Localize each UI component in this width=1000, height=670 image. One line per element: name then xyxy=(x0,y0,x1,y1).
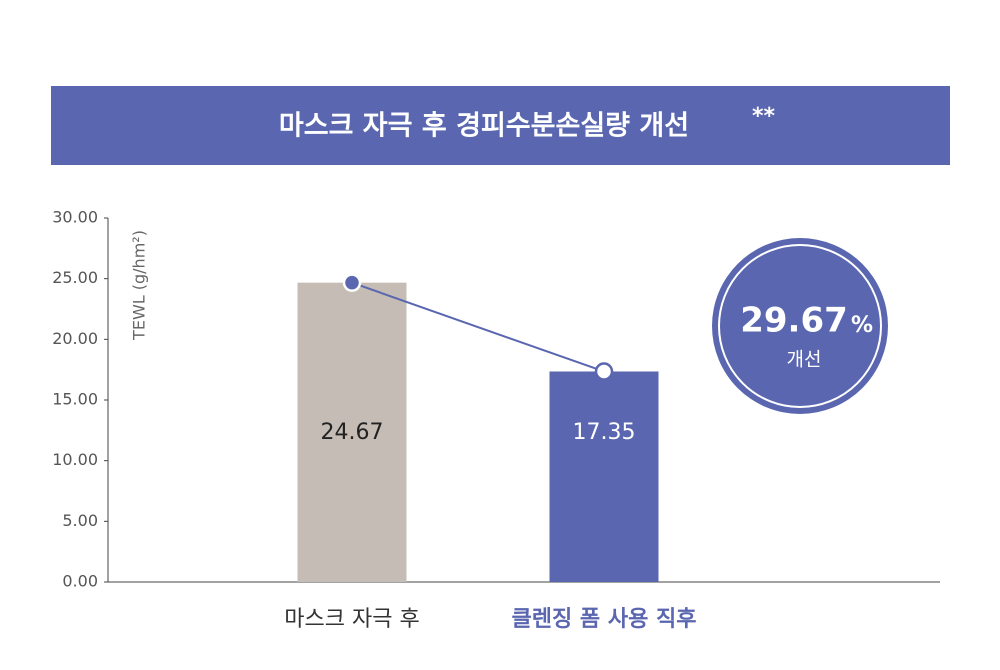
badge-caption: 개선 xyxy=(787,349,822,371)
x-tick-label: 클렌징 폼 사용 직후 xyxy=(512,607,697,632)
title-mark: ** xyxy=(752,104,776,129)
trend-line xyxy=(351,281,605,373)
y-tick-label: 5.00 xyxy=(62,511,98,530)
y-axis-label: TEWL (g/hm²) xyxy=(130,230,149,341)
y-tick-label: 30.00 xyxy=(52,208,98,227)
badge-ring xyxy=(718,244,882,408)
value-label: 24.67 xyxy=(321,420,384,445)
point xyxy=(342,273,362,292)
value-label: 17.35 xyxy=(573,420,636,445)
y-tick-label: 0.00 xyxy=(62,572,98,591)
y-tick-label: 10.00 xyxy=(52,450,98,469)
badge-value: 29.67 xyxy=(740,301,848,341)
point xyxy=(594,362,614,381)
badge-circle xyxy=(712,238,888,414)
y-tick-label: 25.00 xyxy=(52,268,98,287)
chart-title: 마스크 자극 후 경피수분손실량 개선 xyxy=(279,111,689,142)
title-banner xyxy=(51,86,950,165)
y-tick-label: 20.00 xyxy=(52,329,98,348)
x-tick-label: 마스크 자극 후 xyxy=(284,607,419,632)
badge-unit: % xyxy=(851,313,873,338)
y-tick-label: 15.00 xyxy=(52,390,98,409)
bar xyxy=(297,282,407,582)
bar xyxy=(549,371,659,582)
